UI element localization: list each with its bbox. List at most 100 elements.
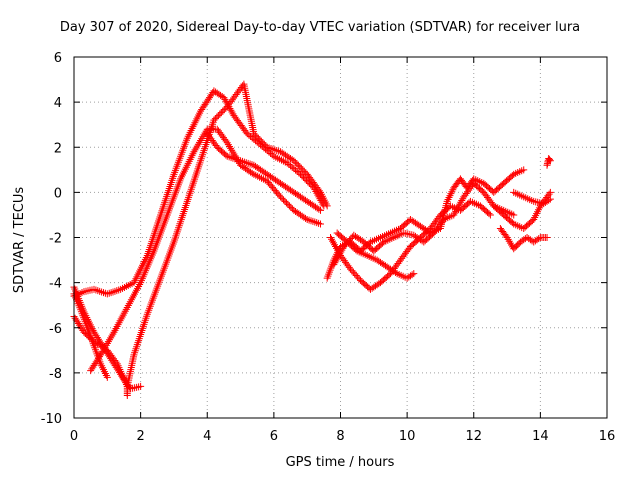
data-point-marker: [451, 209, 459, 217]
data-point-marker: [94, 287, 102, 295]
series-track-g: [203, 130, 325, 214]
series-track-f: [123, 80, 331, 390]
data-point-marker: [349, 268, 357, 276]
data-point-marker: [354, 273, 362, 281]
data-point-marker: [348, 267, 356, 275]
x-tick-label: 4: [203, 429, 211, 444]
data-point-marker: [299, 166, 307, 174]
data-point-marker: [297, 164, 305, 172]
data-point-marker: [78, 325, 86, 333]
data-point-marker: [346, 265, 354, 273]
data-point-marker: [331, 241, 339, 249]
data-point-marker: [340, 243, 348, 251]
data-point-marker: [545, 190, 553, 198]
data-point-marker: [257, 137, 265, 145]
data-point-marker: [294, 161, 302, 169]
series-track-e: [87, 125, 325, 375]
data-point-marker: [355, 275, 363, 283]
x-tick-label: 2: [136, 429, 144, 444]
data-point-marker: [284, 200, 292, 208]
y-tick-label: 0: [54, 186, 62, 201]
data-point-marker: [323, 202, 331, 210]
data-point-marker: [100, 289, 108, 297]
chart-title: Day 307 of 2020, Sidereal Day-to-day VTE…: [59, 20, 581, 35]
data-point-marker: [248, 169, 256, 177]
data-point-marker: [256, 136, 264, 144]
data-point-marker: [260, 140, 268, 148]
x-tick-label: 8: [336, 429, 344, 444]
data-point-marker: [268, 151, 276, 159]
data-point-marker: [330, 261, 338, 269]
x-tick-label: 10: [399, 429, 416, 444]
data-point-marker: [282, 199, 290, 207]
data-point-marker: [298, 172, 306, 180]
data-point-marker: [77, 323, 85, 331]
data-point-marker: [453, 206, 461, 214]
data-point-marker: [452, 207, 460, 215]
y-tick-label: -8: [49, 367, 62, 382]
data-point-marker: [123, 391, 131, 399]
data-point-marker: [330, 239, 338, 247]
data-point-marker: [337, 248, 345, 256]
x-tick-label: 6: [270, 429, 278, 444]
x-tick-label: 14: [532, 429, 549, 444]
data-point-marker: [317, 206, 325, 214]
data-point-marker: [456, 200, 464, 208]
data-marks: [70, 80, 554, 399]
x-tick-label: 12: [465, 429, 482, 444]
y-tick-label: -10: [41, 412, 62, 427]
data-point-marker: [317, 220, 325, 228]
data-point-marker: [111, 287, 119, 295]
data-point-marker: [251, 131, 259, 139]
data-point-marker: [92, 332, 100, 340]
data-point-marker: [259, 139, 267, 147]
data-point-marker: [295, 169, 303, 177]
data-point-marker: [71, 314, 79, 322]
data-point-marker: [291, 158, 299, 166]
data-point-marker: [216, 110, 224, 118]
data-point-marker: [242, 128, 250, 136]
x-axis-label: GPS time / hours: [285, 455, 395, 470]
data-point-marker: [313, 219, 321, 227]
axis-ticks: 0 2 4 6 8 10 12 14 16 -10 -8 -6 -4 -2 0 2 4 6: [41, 51, 616, 444]
series-track-m: [490, 188, 554, 232]
data-point-marker: [107, 289, 115, 297]
data-point-marker: [352, 272, 360, 280]
data-point-marker: [408, 271, 416, 279]
data-point-marker: [105, 289, 113, 297]
data-point-marker: [91, 360, 99, 368]
data-point-marker: [338, 246, 346, 254]
data-point-marker: [279, 196, 287, 204]
data-point-marker: [250, 130, 258, 138]
data-point-marker: [546, 156, 554, 164]
data-point-marker: [458, 196, 466, 204]
data-point-marker: [221, 95, 229, 103]
data-point-marker: [296, 163, 304, 171]
data-point-marker: [91, 330, 99, 338]
data-point-marker: [546, 195, 554, 203]
data-point-marker: [301, 175, 309, 183]
data-point-marker: [90, 328, 98, 336]
data-point-marker: [309, 217, 317, 225]
series-track-n: [510, 188, 554, 208]
series-track-d: [70, 312, 131, 399]
data-point-marker: [520, 166, 528, 174]
data-point-marker: [92, 286, 100, 294]
data-point-marker: [315, 187, 323, 195]
data-point-marker: [220, 106, 228, 114]
series-track-o: [543, 155, 554, 169]
data-point-marker: [222, 137, 230, 145]
data-point-marker: [327, 234, 335, 241]
data-point-marker: [332, 243, 340, 251]
series-track-l: [496, 224, 551, 253]
data-point-marker: [300, 167, 308, 175]
data-point-marker: [74, 319, 82, 327]
data-point-marker: [329, 237, 337, 245]
data-point-marker: [486, 211, 494, 219]
data-point-marker: [90, 361, 98, 369]
data-point-marker: [351, 270, 359, 278]
data-point-marker: [315, 219, 323, 227]
data-point-marker: [311, 218, 319, 226]
y-tick-label: 2: [54, 141, 62, 156]
